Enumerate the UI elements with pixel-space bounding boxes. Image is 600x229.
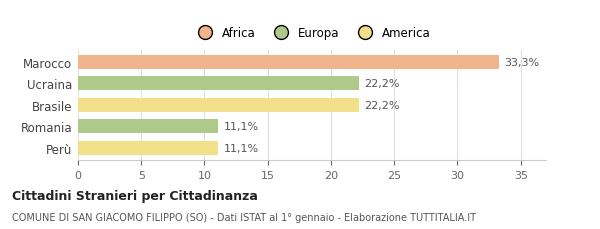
Legend: Africa, Europa, America: Africa, Europa, America xyxy=(190,23,434,43)
Bar xyxy=(78,77,359,91)
Bar xyxy=(78,120,218,134)
Text: Cittadini Stranieri per Cittadinanza: Cittadini Stranieri per Cittadinanza xyxy=(12,189,258,202)
Text: 33,3%: 33,3% xyxy=(504,57,539,67)
Text: 11,1%: 11,1% xyxy=(223,143,259,153)
Text: 22,2%: 22,2% xyxy=(364,100,400,110)
Bar xyxy=(78,141,218,155)
Text: 11,1%: 11,1% xyxy=(223,122,259,132)
Text: COMUNE DI SAN GIACOMO FILIPPO (SO) - Dati ISTAT al 1° gennaio - Elaborazione TUT: COMUNE DI SAN GIACOMO FILIPPO (SO) - Dat… xyxy=(12,212,476,222)
Bar xyxy=(78,98,359,112)
Bar xyxy=(78,55,499,69)
Text: 22,2%: 22,2% xyxy=(364,79,400,89)
